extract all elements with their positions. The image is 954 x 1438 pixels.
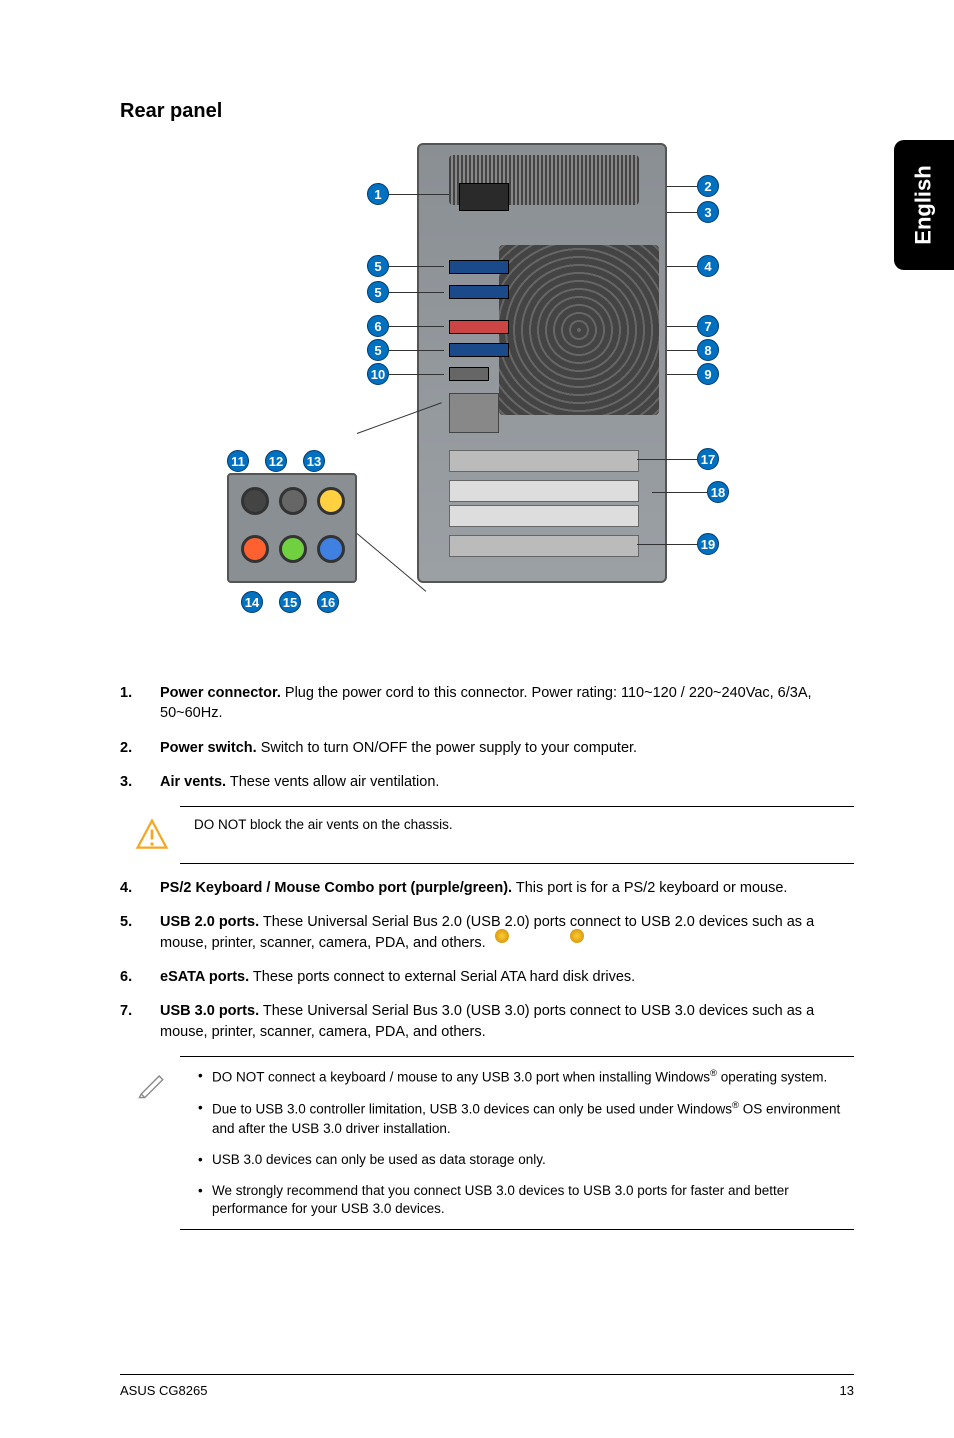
leader bbox=[389, 292, 444, 293]
list-item-5: 5. USB 2.0 ports. These Universal Serial… bbox=[120, 912, 854, 953]
list-text: Air vents. These vents allow air ventila… bbox=[160, 772, 854, 792]
page-footer: ASUS CG8265 13 bbox=[120, 1374, 854, 1398]
port-row-usb2 bbox=[449, 260, 509, 274]
list-item-3: 3. Air vents. These vents allow air vent… bbox=[120, 772, 854, 792]
warning-text: DO NOT block the air vents on the chassi… bbox=[194, 817, 854, 832]
leader bbox=[637, 544, 697, 545]
callout-13: 13 bbox=[303, 450, 325, 472]
list-text: Power switch. Switch to turn ON/OFF the … bbox=[160, 738, 854, 758]
expansion-slot-1 bbox=[449, 450, 639, 472]
pencil-icon bbox=[134, 1067, 170, 1103]
leader bbox=[667, 374, 697, 375]
wifi-antenna-1 bbox=[495, 929, 509, 943]
list-text: eSATA ports. These ports connect to exte… bbox=[160, 967, 854, 987]
jack-line-out bbox=[279, 535, 307, 563]
leader bbox=[389, 350, 444, 351]
callout-19: 19 bbox=[697, 533, 719, 555]
jack-line-in bbox=[317, 535, 345, 563]
callout-12: 12 bbox=[265, 450, 287, 472]
port-row-lan bbox=[449, 367, 489, 381]
section-title: Rear panel bbox=[120, 100, 854, 123]
leader bbox=[389, 326, 444, 327]
footer-page-number: 13 bbox=[840, 1383, 854, 1398]
language-tab: English bbox=[894, 140, 954, 270]
leader bbox=[667, 266, 697, 267]
expansion-slot-4 bbox=[449, 535, 639, 557]
leader bbox=[667, 186, 697, 187]
callout-2: 2 bbox=[697, 175, 719, 197]
power-connector bbox=[459, 183, 509, 211]
list-num: 1. bbox=[120, 683, 160, 724]
callout-8: 8 bbox=[697, 339, 719, 361]
leader bbox=[637, 459, 697, 460]
jack-rear-speaker bbox=[279, 487, 307, 515]
note-line-2: Due to USB 3.0 controller limitation, US… bbox=[194, 1099, 854, 1138]
audio-jacks-detail bbox=[227, 473, 357, 583]
list-item-4: 4. PS/2 Keyboard / Mouse Combo port (pur… bbox=[120, 878, 854, 898]
callout-11: 11 bbox=[227, 450, 249, 472]
port-row-usb2-b bbox=[449, 285, 509, 299]
list-num: 2. bbox=[120, 738, 160, 758]
fan-grille bbox=[499, 245, 659, 415]
callout-1: 1 bbox=[367, 183, 389, 205]
list-num: 5. bbox=[120, 912, 160, 953]
rear-panel-diagram: 1 5 5 6 5 10 2 3 4 7 8 9 17 18 19 bbox=[207, 143, 767, 653]
list-text: PS/2 Keyboard / Mouse Combo port (purple… bbox=[160, 878, 854, 898]
leader bbox=[667, 212, 697, 213]
jack-mic bbox=[241, 535, 269, 563]
callout-17: 17 bbox=[697, 448, 719, 470]
jack-center bbox=[317, 487, 345, 515]
leader bbox=[389, 374, 444, 375]
chassis-outline bbox=[417, 143, 667, 583]
callout-4: 4 bbox=[697, 255, 719, 277]
list-num: 7. bbox=[120, 1001, 160, 1042]
note-line-4: We strongly recommend that you connect U… bbox=[194, 1182, 854, 1220]
info-content: DO NOT connect a keyboard / mouse to any… bbox=[194, 1067, 854, 1219]
info-note-2: DO NOT connect a keyboard / mouse to any… bbox=[180, 1056, 854, 1230]
leader bbox=[389, 266, 444, 267]
callout-15: 15 bbox=[279, 591, 301, 613]
list-item-2: 2. Power switch. Switch to turn ON/OFF t… bbox=[120, 738, 854, 758]
list-text: USB 3.0 ports. These Universal Serial Bu… bbox=[160, 1001, 854, 1042]
callout-10: 10 bbox=[367, 363, 389, 385]
port-row-usb2-c bbox=[449, 343, 509, 357]
list-num: 6. bbox=[120, 967, 160, 987]
callout-6: 6 bbox=[367, 315, 389, 337]
callout-5c: 5 bbox=[367, 339, 389, 361]
callout-14: 14 bbox=[241, 591, 263, 613]
language-tab-text: English bbox=[911, 165, 937, 244]
list-num: 3. bbox=[120, 772, 160, 792]
callout-9: 9 bbox=[697, 363, 719, 385]
list-item-1: 1. Power connector. Plug the power cord … bbox=[120, 683, 854, 724]
note-line-1: DO NOT connect a keyboard / mouse to any… bbox=[194, 1067, 854, 1087]
warning-icon bbox=[134, 817, 170, 853]
list-item-6: 6. eSATA ports. These ports connect to e… bbox=[120, 967, 854, 987]
callout-7: 7 bbox=[697, 315, 719, 337]
port-row-esata bbox=[449, 320, 509, 334]
expansion-slot-2 bbox=[449, 480, 639, 502]
callout-5b: 5 bbox=[367, 281, 389, 303]
expansion-slot-3 bbox=[449, 505, 639, 527]
wifi-antenna-2 bbox=[570, 929, 584, 943]
list-text: Power connector. Plug the power cord to … bbox=[160, 683, 854, 724]
footer-left: ASUS CG8265 bbox=[120, 1383, 207, 1398]
callout-3: 3 bbox=[697, 201, 719, 223]
leader bbox=[357, 533, 427, 592]
callout-5a: 5 bbox=[367, 255, 389, 277]
audio-block bbox=[449, 393, 499, 433]
list-item-7: 7. USB 3.0 ports. These Universal Serial… bbox=[120, 1001, 854, 1042]
callout-18: 18 bbox=[707, 481, 729, 503]
warning-note-1: DO NOT block the air vents on the chassi… bbox=[180, 806, 854, 864]
leader bbox=[652, 492, 707, 493]
list-num: 4. bbox=[120, 878, 160, 898]
leader bbox=[667, 350, 697, 351]
callout-16: 16 bbox=[317, 591, 339, 613]
jack-side-speaker bbox=[241, 487, 269, 515]
leader bbox=[389, 194, 449, 195]
leader bbox=[667, 326, 697, 327]
note-line-3: USB 3.0 devices can only be used as data… bbox=[194, 1151, 854, 1170]
